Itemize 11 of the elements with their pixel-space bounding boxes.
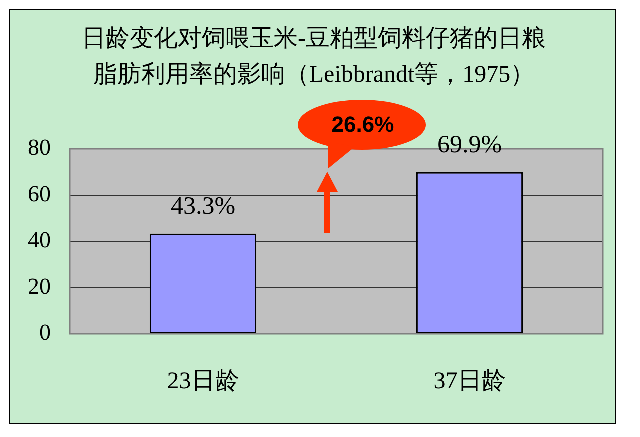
chart-title: 日龄变化对饲喂玉米-豆粕型饲料仔猪的日粮脂肪利用率的影响（Leibbrandt等，1975）	[81, 24, 547, 90]
x-tick-label: 23日龄	[167, 368, 240, 395]
y-tick-label: 40	[28, 228, 51, 253]
x-tick-label: 37日龄	[434, 368, 506, 395]
y-tick-label: 60	[28, 181, 51, 206]
data-label: 69.9%	[437, 131, 502, 158]
y-tick-label: 20	[28, 274, 51, 299]
y-tick-label: 80	[28, 135, 51, 160]
text: 26.6%	[330, 111, 396, 139]
data-label: 43.3%	[170, 192, 236, 220]
y-tick-label: 0	[40, 320, 51, 346]
